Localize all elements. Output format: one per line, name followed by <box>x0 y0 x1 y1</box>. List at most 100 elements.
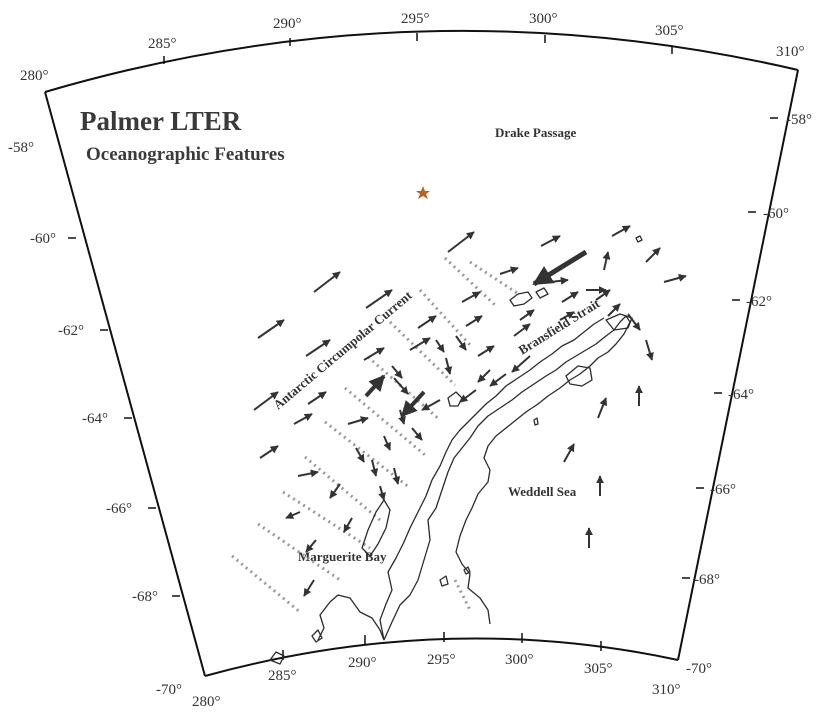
station-line <box>469 260 521 297</box>
joinville-island <box>605 313 633 331</box>
arrow-ne <box>561 291 579 303</box>
station-line <box>453 579 472 611</box>
arrow-ne <box>409 337 431 351</box>
bottom-lon-300: 300° <box>505 652 534 668</box>
arrow-ne <box>257 319 285 339</box>
tick-marks <box>68 33 778 660</box>
right-lat-m70: -70° <box>686 661 712 677</box>
arrow-ne <box>461 291 481 303</box>
station-line <box>257 522 341 582</box>
arrow-ne <box>607 303 621 317</box>
label-marguerite: Marguerite Bay <box>298 549 387 564</box>
arrow-n <box>602 251 611 271</box>
james-ross-island <box>565 365 593 387</box>
right-lat-m62: -62° <box>746 294 772 310</box>
arrow-sw-large <box>400 390 426 418</box>
arrow-se <box>627 313 641 331</box>
arrow-ne <box>465 315 483 327</box>
peninsula-coastline <box>317 315 631 641</box>
arrow-ne <box>307 391 327 405</box>
arrow-ne <box>597 397 608 419</box>
top-lon-305: 305° <box>655 23 684 39</box>
right-lat-m60: -60° <box>763 206 789 222</box>
south-shetland-islands <box>509 287 549 307</box>
left-lat-labels: -58° -60° -62° -64° -66° -68° -70° <box>8 140 182 698</box>
top-lon-280: 280° <box>20 68 49 84</box>
arrow-ne <box>559 311 575 321</box>
arrow-sw <box>329 483 341 499</box>
bottom-lon-labels: 280° 285° 290° 295° 300° 305° 310° <box>192 652 681 710</box>
right-lat-labels: -58° -60° -62° -64° -66° -68° -70° <box>686 112 812 677</box>
arrow-ne <box>611 225 631 237</box>
arrow-ne <box>595 289 611 301</box>
arrow-sw <box>305 539 317 553</box>
station-line <box>231 554 301 614</box>
left-lat-m68: -68° <box>132 589 158 605</box>
small-island-north <box>635 235 643 243</box>
arrow-s <box>435 339 445 353</box>
right-lat-m66: -66° <box>710 482 736 498</box>
top-lon-285: 285° <box>148 36 177 52</box>
map-title: Palmer LTER <box>80 106 242 136</box>
arrow-s <box>378 485 386 501</box>
label-weddell: Weddell Sea <box>508 484 577 499</box>
arrow-sw <box>303 579 315 597</box>
arrow-ne <box>540 235 561 247</box>
arrow-ne <box>363 347 385 361</box>
left-lat-m60: -60° <box>30 231 56 247</box>
arrow-s <box>444 357 453 375</box>
arrow-ne <box>513 323 531 337</box>
small-island-south <box>439 566 471 587</box>
bottom-lon-305: 305° <box>584 661 613 677</box>
adelaide-island <box>361 499 391 557</box>
top-lon-310: 310° <box>776 44 805 60</box>
arrow-sw <box>343 517 353 533</box>
bottom-lon-290: 290° <box>348 655 377 671</box>
arrow-ne <box>477 345 495 357</box>
station-line <box>304 455 381 522</box>
left-lat-m58: -58° <box>8 140 34 156</box>
arrow-ne <box>293 413 313 425</box>
right-lat-m68: -68° <box>694 572 720 588</box>
current-arrows <box>253 225 687 597</box>
arrow-sw <box>489 373 507 387</box>
map-subtitle: Oceanographic Features <box>86 144 285 165</box>
arrow-ne <box>519 309 535 321</box>
frame-top-arc <box>44 29 799 93</box>
arrow-se <box>411 427 423 441</box>
arrow-e <box>549 276 569 285</box>
arrow-ne <box>563 443 575 463</box>
arrow-se <box>455 335 467 351</box>
arrow-e <box>663 274 687 283</box>
label-acc: Antarctic Circumpolar Current <box>270 287 415 412</box>
arrow-ne <box>499 266 519 275</box>
left-lat-m64: -64° <box>82 411 108 427</box>
arrow-sw <box>459 389 477 403</box>
top-lon-295: 295° <box>401 11 430 27</box>
arrow-s <box>370 459 379 477</box>
arrow-s <box>355 447 365 463</box>
arrow-se <box>391 365 403 379</box>
peninsula-west-coast <box>379 317 605 641</box>
label-drake-passage: Drake Passage <box>495 125 576 140</box>
station-line <box>418 288 472 347</box>
arrow-sw <box>511 355 531 373</box>
small-island-weddell <box>533 417 539 426</box>
arrow-ne <box>259 445 279 459</box>
right-lat-m64: -64° <box>728 387 754 403</box>
top-lon-labels: 280° 285° 290° 295° 300° 305° 310° <box>20 11 805 84</box>
arrow-w <box>421 399 441 411</box>
arrow-e <box>297 469 319 478</box>
arrow-s <box>383 435 391 451</box>
star-marker-icon <box>416 186 430 199</box>
arrow-sw <box>285 511 301 519</box>
arrow-e <box>347 416 369 425</box>
arrow-s <box>392 467 401 485</box>
arrow-sw <box>477 369 491 383</box>
coastline <box>269 235 643 665</box>
arrow-ne <box>417 315 437 329</box>
anvers-island <box>447 391 463 407</box>
right-lat-m58: -58° <box>786 112 812 128</box>
left-lat-m62: -62° <box>58 323 84 339</box>
arrow-ne <box>447 231 475 253</box>
